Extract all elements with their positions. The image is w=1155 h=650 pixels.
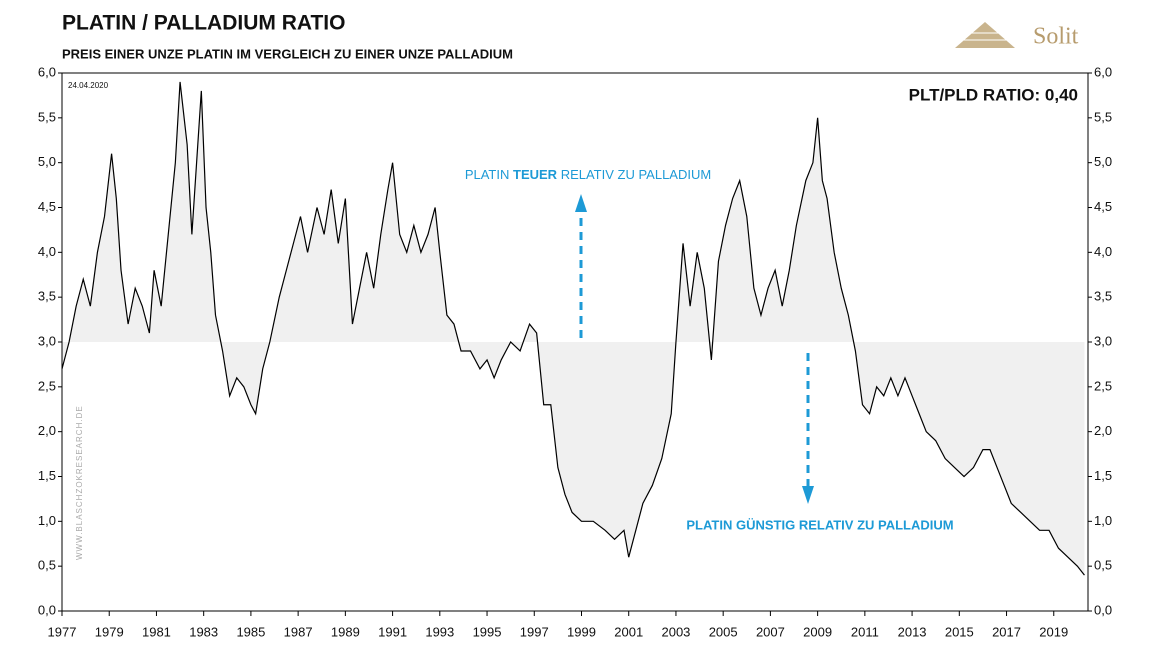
x-tick-label: 2017 — [992, 624, 1021, 639]
y2-tick-label: 1,0 — [1094, 513, 1112, 528]
upper-note-part: RELATIV ZU PALLADIUM — [561, 167, 712, 182]
y-tick-label: 5,5 — [38, 109, 56, 124]
y-tick-label: 3,5 — [38, 289, 56, 304]
watermark: WWW.BLASCHZOKRESEARCH.DE — [75, 405, 84, 560]
y-tick-label: 0,0 — [38, 602, 56, 617]
logo-text: Solit — [1033, 24, 1079, 50]
series-line — [61, 81, 1085, 576]
chart-subtitle: PREIS EINER UNZE PLATIN IM VERGLEICH ZU … — [62, 46, 513, 61]
y-tick-label: 2,5 — [38, 378, 56, 393]
x-tick-label: 1983 — [189, 624, 218, 639]
y2-tick-label: 2,0 — [1094, 423, 1112, 438]
y-tick-label: 1,5 — [38, 468, 56, 483]
x-tick-label: 1977 — [48, 624, 77, 639]
y-tick-label: 6,0 — [38, 64, 56, 79]
y2-tick-label: 3,0 — [1094, 333, 1112, 348]
upper-note-bold: TEUER — [513, 167, 558, 182]
plot-area — [61, 81, 1085, 576]
y2-tick-label: 5,0 — [1094, 154, 1112, 169]
x-tick-label: 1997 — [520, 624, 549, 639]
x-tick-label: 1995 — [473, 624, 502, 639]
x-tick-label: 2005 — [709, 624, 738, 639]
y2-tick-label: 0,5 — [1094, 558, 1112, 573]
x-tick-label: 2009 — [803, 624, 832, 639]
x-tick-label: 2015 — [945, 624, 974, 639]
y2-tick-label: 2,5 — [1094, 378, 1112, 393]
x-tick-label: 1987 — [284, 624, 313, 639]
y2-tick-label: 6,0 — [1094, 64, 1112, 79]
x-tick-label: 2003 — [661, 624, 690, 639]
upper-note: PLATIN TEUER RELATIV ZU PALLADIUM — [465, 167, 711, 182]
y-tick-label: 4,0 — [38, 244, 56, 259]
y2-tick-label: 3,5 — [1094, 289, 1112, 304]
x-tick-label: 1991 — [378, 624, 407, 639]
x-tick-label: 2007 — [756, 624, 785, 639]
y-tick-label: 0,5 — [38, 558, 56, 573]
chart-title: PLATIN / PALLADIUM RATIO — [62, 12, 345, 35]
y2-tick-label: 5,5 — [1094, 109, 1112, 124]
x-tick-label: 2001 — [614, 624, 643, 639]
area-fill — [62, 81, 1085, 576]
date-note: 24.04.2020 — [68, 81, 109, 90]
x-tick-label: 2013 — [898, 624, 927, 639]
y-tick-label: 2,0 — [38, 423, 56, 438]
arrow-head — [575, 194, 587, 212]
y-tick-label: 3,0 — [38, 333, 56, 348]
x-tick-label: 1989 — [331, 624, 360, 639]
x-tick-label: 2011 — [851, 624, 879, 639]
logo: Solit — [955, 22, 1079, 50]
x-tick-label: 1985 — [236, 624, 265, 639]
logo-pyramid — [955, 22, 1015, 48]
y2-tick-label: 0,0 — [1094, 602, 1112, 617]
x-tick-label: 1979 — [95, 624, 124, 639]
x-tick-label: 1993 — [425, 624, 454, 639]
y2-tick-label: 1,5 — [1094, 468, 1112, 483]
y-tick-label: 5,0 — [38, 154, 56, 169]
y2-tick-label: 4,5 — [1094, 199, 1112, 214]
lower-note: PLATIN GÜNSTIG RELATIV ZU PALLADIUM — [686, 517, 953, 532]
x-tick-label: 2019 — [1039, 624, 1068, 639]
arrow-head — [802, 486, 814, 504]
x-tick-label: 1981 — [142, 624, 171, 639]
upper-note-part: PLATIN — [465, 167, 510, 182]
x-tick-label: 1999 — [567, 624, 596, 639]
y-tick-label: 4,5 — [38, 199, 56, 214]
ratio-note: PLT/PLD RATIO: 0,40 — [909, 85, 1078, 104]
y2-tick-label: 4,0 — [1094, 244, 1112, 259]
y-tick-label: 1,0 — [38, 513, 56, 528]
